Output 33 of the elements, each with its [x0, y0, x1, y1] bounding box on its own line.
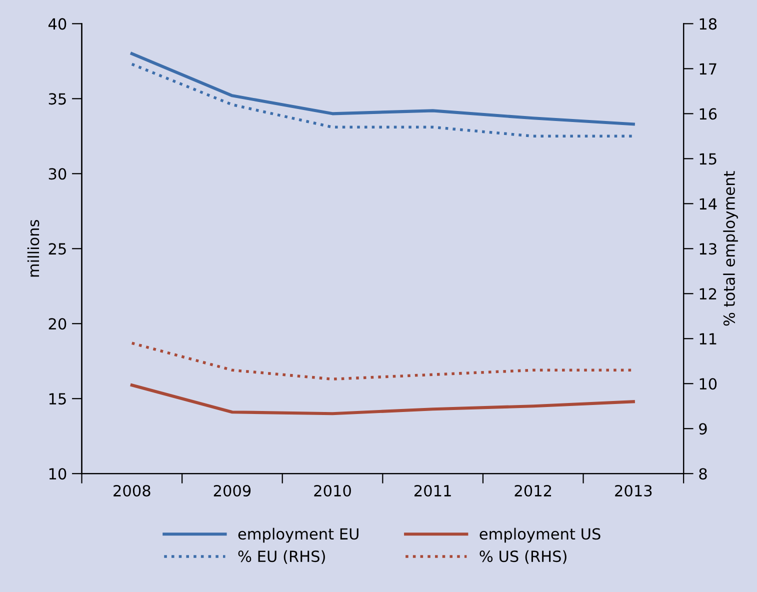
line-series — [130, 62, 635, 138]
y-tick-label: 20 — [48, 318, 66, 330]
y-tick-label: 15 — [49, 393, 66, 405]
legend-label: % US (RHS) — [480, 550, 566, 564]
y2-tick-label: 13 — [700, 243, 716, 255]
legend-label: employment EU — [238, 528, 358, 543]
y2-tick-label: 14 — [700, 198, 717, 210]
y-tick-label: 40 — [48, 18, 66, 30]
x-tick-label: 2008 — [114, 484, 150, 497]
y2-tick-label: 18 — [700, 18, 717, 30]
legend-label: % EU (RHS) — [238, 550, 325, 564]
y-tick-label: 35 — [48, 93, 66, 105]
y2-tick-label: 15 — [700, 153, 716, 165]
x-tick-label: 2011 — [414, 484, 451, 497]
y2-tick-label: 9 — [699, 423, 707, 435]
y2-tick-label: 17 — [700, 63, 716, 74]
x-tick-label: 2012 — [514, 484, 552, 497]
y2-axis-title: % total employment — [723, 171, 738, 326]
x-tick-label: 2009 — [214, 484, 251, 497]
x-tick-label: 2013 — [615, 484, 652, 497]
line-series — [130, 384, 635, 416]
y-axis-title: millions — [27, 220, 40, 277]
y2-tick-label: 11 — [700, 333, 716, 344]
y2-tick-label: 10 — [700, 378, 717, 390]
x-tick-label: 2010 — [314, 484, 351, 497]
line-series — [130, 52, 635, 126]
y2-tick-label: 12 — [700, 288, 716, 300]
y-tick-label: 25 — [48, 243, 66, 255]
y-tick-label: 10 — [49, 468, 66, 480]
y-tick-label: 30 — [48, 168, 66, 180]
y2-tick-label: 16 — [700, 108, 717, 120]
legend-label: employment US — [480, 528, 600, 543]
y2-tick-label: 8 — [699, 468, 707, 480]
